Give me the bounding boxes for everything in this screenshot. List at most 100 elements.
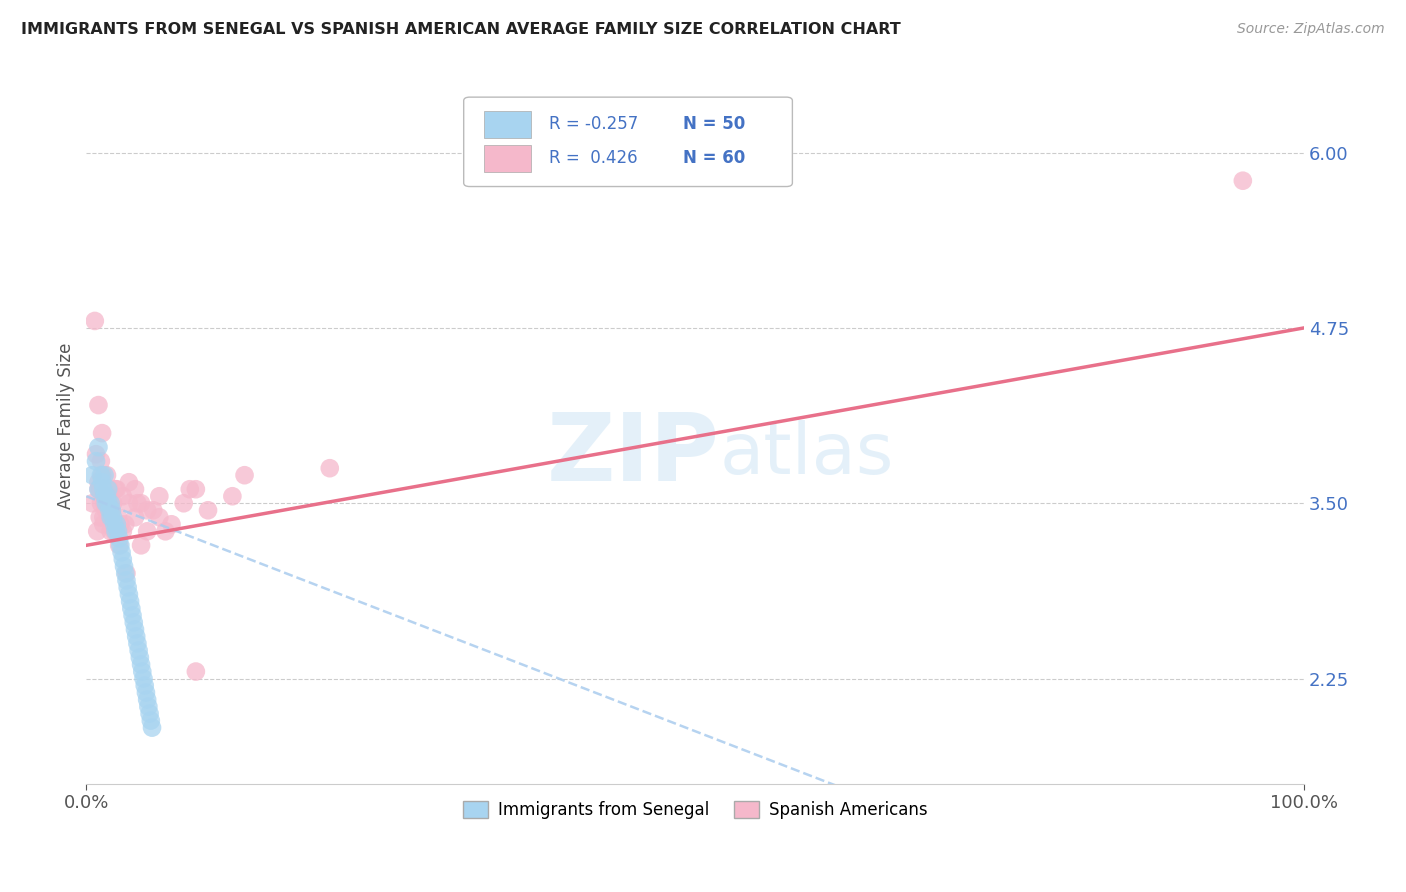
Point bbox=[94, 503, 117, 517]
Text: N = 50: N = 50 bbox=[683, 114, 745, 133]
Text: IMMIGRANTS FROM SENEGAL VS SPANISH AMERICAN AVERAGE FAMILY SIZE CORRELATION CHAR: IMMIGRANTS FROM SENEGAL VS SPANISH AMERI… bbox=[21, 22, 901, 37]
Text: atlas: atlas bbox=[720, 420, 894, 489]
Text: R =  0.426: R = 0.426 bbox=[548, 149, 637, 167]
Point bbox=[139, 714, 162, 728]
Point bbox=[136, 524, 159, 539]
Point bbox=[121, 608, 143, 623]
Point bbox=[118, 475, 141, 490]
Point bbox=[82, 496, 104, 510]
Point bbox=[110, 545, 132, 559]
Point bbox=[118, 587, 141, 601]
Point bbox=[96, 468, 118, 483]
Point bbox=[101, 510, 124, 524]
Point bbox=[87, 482, 110, 496]
Point bbox=[114, 517, 136, 532]
Point bbox=[103, 524, 125, 539]
Point bbox=[155, 524, 177, 539]
Point bbox=[104, 524, 127, 539]
Point bbox=[103, 517, 125, 532]
Point bbox=[120, 594, 142, 608]
Point bbox=[97, 496, 120, 510]
Point bbox=[117, 581, 139, 595]
Point bbox=[125, 630, 148, 644]
Point bbox=[89, 482, 111, 496]
Point bbox=[97, 489, 120, 503]
Point bbox=[100, 524, 122, 539]
Point bbox=[128, 650, 150, 665]
Point bbox=[100, 496, 122, 510]
Point bbox=[93, 489, 115, 503]
Point bbox=[91, 426, 114, 441]
Point bbox=[96, 489, 118, 503]
Point bbox=[94, 489, 117, 503]
Point bbox=[179, 482, 201, 496]
Point bbox=[93, 489, 115, 503]
Point bbox=[82, 468, 104, 483]
FancyBboxPatch shape bbox=[485, 111, 530, 138]
Legend: Immigrants from Senegal, Spanish Americans: Immigrants from Senegal, Spanish America… bbox=[456, 794, 934, 825]
Point bbox=[111, 552, 134, 566]
Point bbox=[90, 454, 112, 468]
Point bbox=[108, 531, 131, 545]
Point bbox=[87, 440, 110, 454]
Point bbox=[97, 482, 120, 496]
Point bbox=[93, 468, 115, 483]
Point bbox=[98, 503, 121, 517]
Point bbox=[91, 468, 114, 483]
Point bbox=[120, 601, 142, 615]
Point bbox=[136, 692, 159, 706]
Point bbox=[91, 517, 114, 532]
Point bbox=[108, 538, 131, 552]
Point bbox=[128, 643, 150, 657]
Point bbox=[134, 679, 156, 693]
Point bbox=[148, 489, 170, 503]
Point bbox=[91, 475, 114, 490]
Point bbox=[101, 503, 124, 517]
Text: N = 60: N = 60 bbox=[683, 149, 745, 167]
Point bbox=[101, 503, 124, 517]
Point bbox=[127, 636, 149, 650]
Text: R = -0.257: R = -0.257 bbox=[548, 114, 638, 133]
Point bbox=[90, 496, 112, 510]
Point bbox=[110, 517, 132, 532]
Point bbox=[107, 524, 129, 539]
Point bbox=[105, 517, 128, 532]
Point bbox=[87, 475, 110, 490]
Point bbox=[101, 496, 124, 510]
Point bbox=[110, 538, 132, 552]
Point bbox=[129, 538, 152, 552]
Point bbox=[84, 447, 107, 461]
Point bbox=[111, 489, 134, 503]
Point bbox=[94, 496, 117, 510]
Point bbox=[87, 398, 110, 412]
Text: Source: ZipAtlas.com: Source: ZipAtlas.com bbox=[1237, 22, 1385, 37]
Point bbox=[142, 503, 165, 517]
Point bbox=[197, 503, 219, 517]
Point bbox=[122, 615, 145, 630]
Y-axis label: Average Family Size: Average Family Size bbox=[58, 343, 75, 509]
Point bbox=[1232, 174, 1254, 188]
Point bbox=[124, 482, 146, 496]
Text: ZIP: ZIP bbox=[547, 409, 720, 500]
Point bbox=[136, 503, 159, 517]
Point bbox=[111, 524, 134, 539]
Point bbox=[84, 454, 107, 468]
Point bbox=[124, 623, 146, 637]
Point bbox=[104, 482, 127, 496]
Point bbox=[115, 574, 138, 588]
Point bbox=[87, 482, 110, 496]
Point bbox=[138, 699, 160, 714]
Point bbox=[129, 496, 152, 510]
Point bbox=[221, 489, 243, 503]
Point bbox=[112, 559, 135, 574]
Point bbox=[184, 665, 207, 679]
Point bbox=[131, 665, 153, 679]
Point bbox=[233, 468, 256, 483]
Point bbox=[86, 524, 108, 539]
Point bbox=[141, 721, 163, 735]
Point bbox=[132, 672, 155, 686]
Point bbox=[127, 496, 149, 510]
Point bbox=[135, 685, 157, 699]
Point bbox=[115, 566, 138, 581]
Point bbox=[148, 510, 170, 524]
